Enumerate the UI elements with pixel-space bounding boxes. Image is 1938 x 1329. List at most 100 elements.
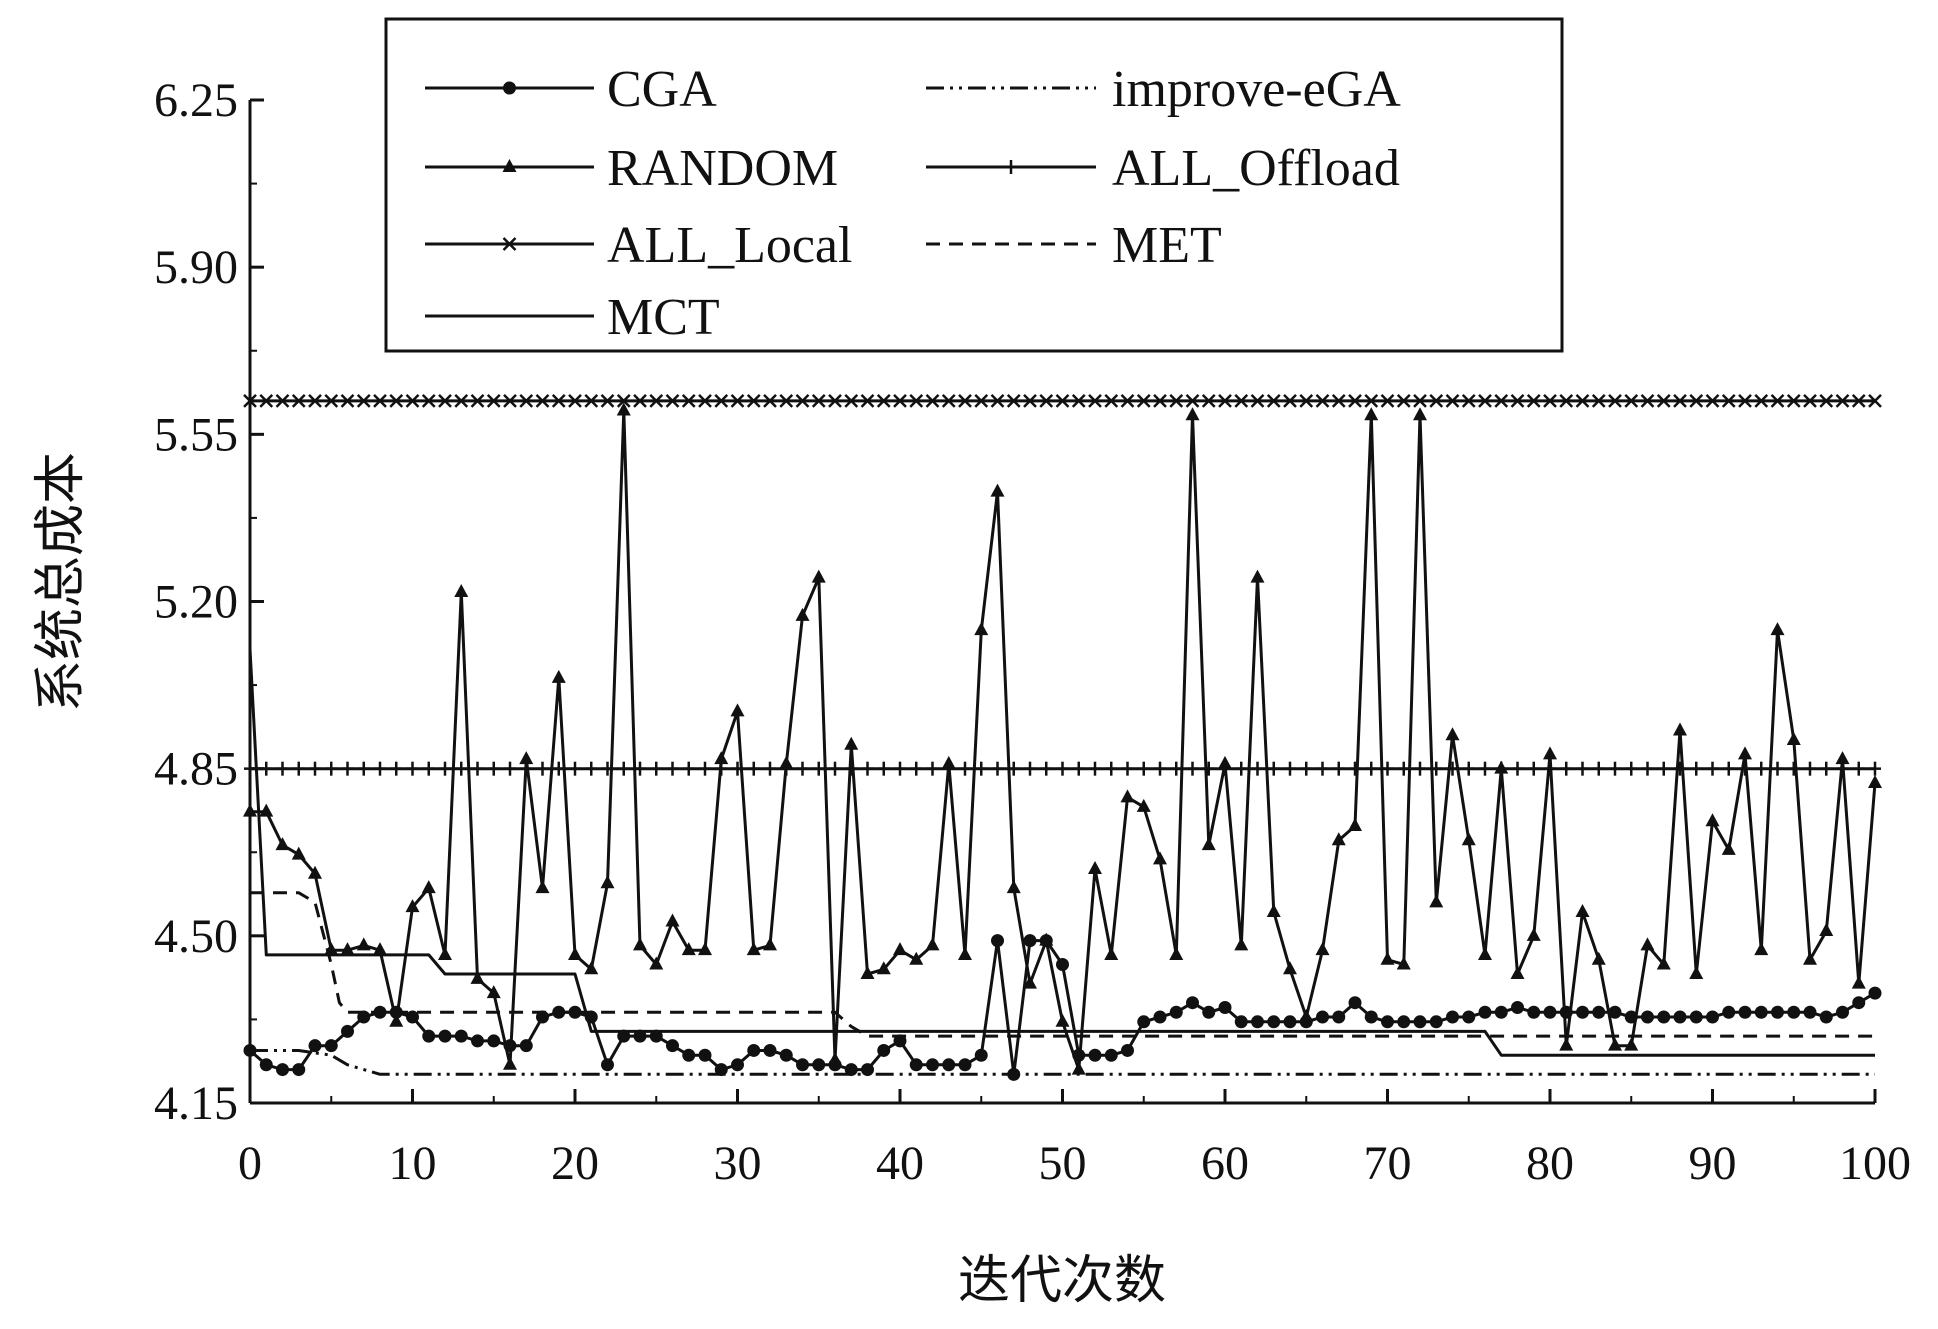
marker-all-offload: [357, 761, 370, 776]
marker-cga: [1819, 1010, 1833, 1024]
marker-all-local: [373, 394, 387, 408]
marker-all-local: [1640, 394, 1655, 408]
marker-cga: [666, 1039, 679, 1053]
marker-random: [275, 837, 290, 851]
marker-cga: [682, 1048, 696, 1062]
marker-all-local: [811, 394, 826, 408]
marker-random: [665, 913, 680, 927]
marker-random: [584, 961, 599, 975]
legend-label-mct: MCT: [607, 289, 720, 346]
marker-all-offload: [861, 761, 874, 776]
marker-cga: [389, 1005, 403, 1019]
marker-all-local: [291, 394, 306, 408]
marker-cga: [731, 1058, 744, 1072]
marker-cga: [1186, 996, 1199, 1010]
marker-all-local: [1754, 394, 1769, 408]
marker-all-local: [893, 394, 907, 408]
marker-cga: [1787, 1005, 1801, 1019]
legend-label-all-local: ALL_Local: [607, 217, 852, 274]
marker-cga: [1023, 934, 1037, 948]
marker-random: [1868, 774, 1882, 788]
marker-random: [730, 703, 745, 717]
y-tick-label: 5.55: [154, 408, 238, 461]
marker-all-local: [1738, 394, 1752, 408]
legend-marker-random: [502, 159, 517, 172]
marker-all-local: [714, 394, 729, 408]
marker-random: [1543, 746, 1557, 760]
marker-all-offload: [422, 761, 435, 776]
marker-cga: [503, 1039, 517, 1053]
marker-random: [1803, 951, 1817, 965]
marker-random: [1510, 966, 1525, 980]
marker-all-offload: [715, 761, 728, 776]
marker-cga: [1592, 1005, 1606, 1019]
marker-cga: [1559, 1005, 1573, 1019]
marker-all-local: [1803, 394, 1817, 408]
x-tick-label: 0: [238, 1137, 262, 1190]
marker-all-local: [503, 394, 517, 408]
marker-cga: [601, 1058, 614, 1072]
marker-all-local: [1721, 394, 1736, 408]
marker-all-offload: [1722, 761, 1735, 776]
series-line-improve-ega: [250, 1049, 1875, 1076]
marker-all-offload: [552, 761, 565, 776]
marker-all-local: [1478, 394, 1492, 408]
marker-random: [844, 736, 859, 750]
marker-cga: [861, 1063, 874, 1077]
marker-random: [1770, 622, 1785, 636]
marker-all-offload: [1349, 761, 1361, 776]
marker-all-local: [600, 394, 615, 408]
series-line-met: [250, 891, 1875, 1038]
marker-cga: [1251, 1015, 1264, 1029]
marker-all-offload: [1137, 761, 1150, 776]
marker-cga: [487, 1034, 501, 1048]
marker-random: [1266, 903, 1281, 917]
marker-all-offload: [1544, 761, 1556, 776]
x-tick-label: 30: [714, 1137, 762, 1190]
marker-all-local: [1445, 394, 1460, 408]
marker-all-offload: [487, 761, 500, 776]
x-tick-label: 70: [1364, 1137, 1412, 1190]
marker-all-offload: [1235, 761, 1248, 776]
marker-cga: [633, 1029, 647, 1043]
marker-all-local: [1299, 394, 1314, 408]
marker-all-offload: [1755, 761, 1768, 776]
y-tick-label: 5.20: [154, 576, 238, 629]
series-line-mct: [248, 649, 1875, 1057]
marker-all-offload: [666, 761, 679, 776]
marker-random: [470, 970, 485, 984]
marker-cga: [991, 934, 1004, 948]
marker-all-local: [925, 394, 940, 408]
marker-all-local: [1201, 394, 1216, 408]
marker-random: [1055, 1013, 1070, 1027]
marker-cga: [1722, 1005, 1736, 1019]
y-tick-label: 5.90: [154, 241, 238, 294]
marker-random: [1364, 407, 1379, 421]
marker-cga: [438, 1029, 452, 1043]
marker-cga: [617, 1029, 631, 1043]
marker-all-offload: [1219, 761, 1231, 776]
marker-all-offload: [1316, 761, 1329, 776]
marker-cga: [341, 1024, 354, 1038]
marker-cga: [942, 1058, 956, 1072]
marker-random: [925, 937, 940, 951]
marker-all-offload: [926, 761, 939, 776]
marker-all-offload: [471, 761, 484, 776]
marker-all-offload: [1804, 761, 1816, 776]
marker-all-local: [1250, 394, 1265, 408]
marker-all-offload: [601, 761, 614, 776]
marker-all-local: [324, 394, 339, 408]
legend-label-cga: CGA: [607, 61, 717, 118]
marker-cga: [974, 1048, 988, 1062]
marker-random: [389, 1013, 404, 1027]
marker-all-local: [1559, 394, 1574, 408]
marker-all-offload: [1430, 761, 1443, 776]
marker-random: [600, 875, 615, 889]
marker-all-local: [828, 394, 842, 408]
marker-random: [876, 961, 891, 975]
marker-cga: [1494, 1005, 1508, 1019]
x-tick-label: 80: [1526, 1137, 1574, 1190]
marker-all-offload: [1836, 761, 1849, 776]
marker-all-offload: [1576, 761, 1589, 776]
marker-cga: [1852, 996, 1866, 1010]
